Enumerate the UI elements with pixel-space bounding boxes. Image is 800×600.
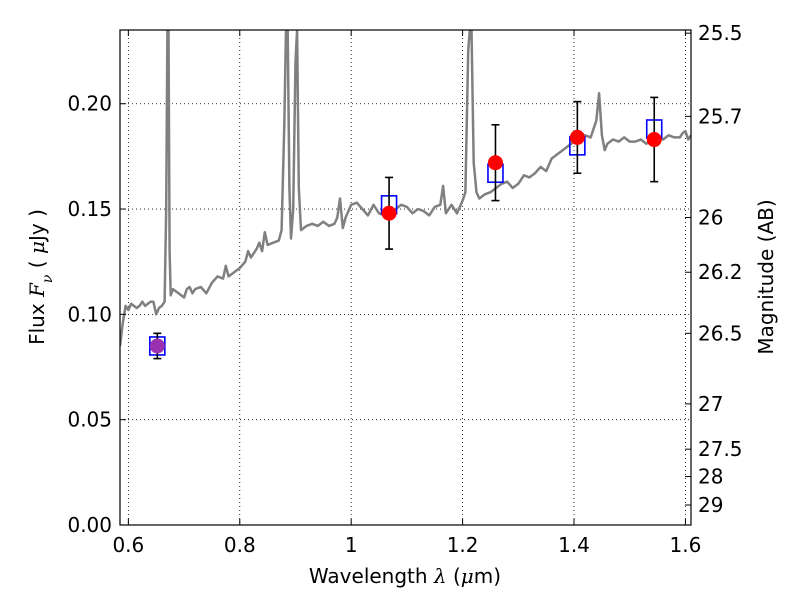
- y-tick-label: 0.10: [67, 302, 112, 326]
- observed-photometry-point: [569, 129, 585, 145]
- y-tick-label: 0.20: [67, 92, 112, 116]
- x-axis-title: Wavelength λ (μm): [309, 564, 501, 588]
- observed-photometry-series: [149, 96, 662, 360]
- x-tick-label: 1.2: [447, 533, 479, 557]
- magnitude-tick-label: 28: [698, 465, 723, 489]
- magnitude-tick-label: 29: [698, 493, 723, 517]
- y-tick-label: 0.00: [67, 513, 112, 537]
- observed-photometry-point: [646, 132, 662, 148]
- observed-photometry-point: [487, 155, 503, 171]
- x-tick-label: 1: [345, 533, 358, 557]
- magnitude-tick-label: 26.5: [698, 321, 743, 345]
- plot-background: [120, 30, 691, 525]
- x-axis-ticks: 0.6 0.8 1 1.2 1.4 1.6: [112, 30, 701, 557]
- y-tick-label: 0.05: [67, 408, 112, 432]
- y-tick-label: 0.15: [67, 197, 112, 221]
- magnitude-tick-label: 27.5: [698, 437, 743, 461]
- x-tick-label: 1.6: [670, 533, 702, 557]
- x-tick-label: 0.8: [224, 533, 256, 557]
- magnitude-axis-title: Magnitude (AB): [754, 199, 778, 354]
- x-tick-label: 0.6: [112, 533, 144, 557]
- magnitude-tick-label: 25.5: [698, 21, 743, 45]
- magnitude-tick-label: 27: [698, 392, 723, 416]
- y-axis-ticks: 0.00 0.05 0.10 0.15 0.20: [67, 92, 126, 537]
- y-axis-title: Flux Fν ( μJy ): [25, 209, 56, 345]
- x-tick-label: 1.4: [558, 533, 590, 557]
- magnitude-tick-label: 26.2: [698, 260, 743, 284]
- plot-frame: [119, 29, 692, 526]
- grid-lines: [120, 30, 691, 525]
- observed-photometry-point: [149, 338, 165, 354]
- observed-photometry-point: [381, 205, 397, 221]
- magnitude-axis-ticks: 25.5 25.7 26 26.2 26.5 27 27.5 28 29: [685, 21, 743, 517]
- magnitude-tick-label: 26: [698, 205, 723, 229]
- magnitude-tick-label: 25.7: [698, 104, 743, 128]
